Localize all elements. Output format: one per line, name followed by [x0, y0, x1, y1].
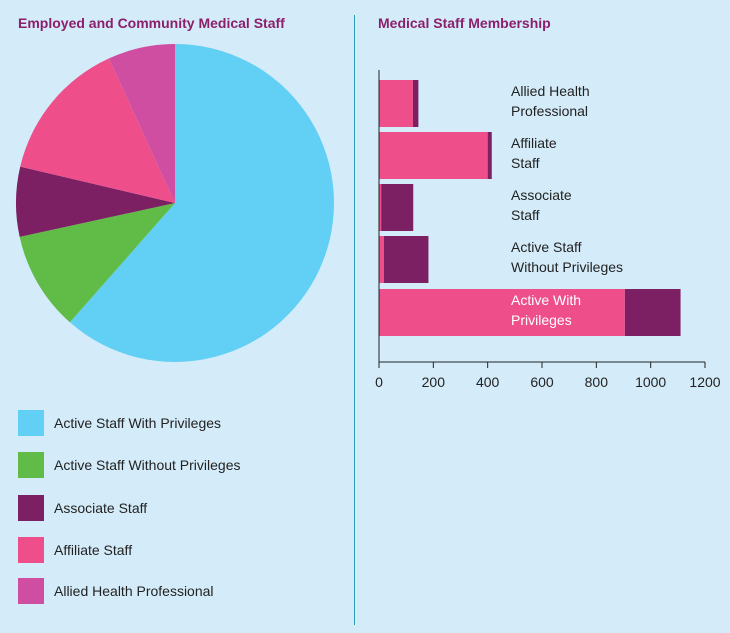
bar-segment-community: [381, 184, 414, 231]
legend-swatch: [18, 495, 44, 521]
legend-label: Active Staff Without Privileges: [54, 457, 241, 473]
pie-slice-active-without: [19, 203, 175, 323]
legend-label: Affiliate Staff: [54, 542, 133, 558]
legend-item-allied: Allied Health Professional: [18, 578, 338, 604]
bar-segment-employed: [379, 80, 413, 127]
bar-segment-employed: [379, 184, 382, 231]
bar-category-label: Associate Staff: [511, 187, 572, 223]
legend-item-active-with: Active Staff With Privileges: [18, 410, 338, 436]
legend-label: Allied Health Professional: [54, 583, 214, 599]
legend-item-affiliate: Affiliate Staff: [18, 537, 338, 563]
pie-slice-allied: [108, 44, 175, 203]
x-tick-label: 0: [375, 374, 383, 390]
x-tick-label: 1200: [689, 374, 720, 390]
bar-segment-employed: [379, 289, 625, 336]
bar-segment-employed: [379, 132, 488, 179]
legend-label: Active Staff With Privileges: [54, 415, 222, 431]
pie-chart-title: Employed and Community Medical Staff: [18, 15, 285, 31]
bar-category-label: Active Staff Without Privileges: [511, 239, 623, 275]
legend-item-active-without: Active Staff Without Privileges: [18, 452, 338, 478]
pie-slice-associate: [16, 166, 175, 237]
legend-swatch: [18, 578, 44, 604]
x-tick-label: 200: [422, 374, 446, 390]
x-tick-label: 600: [530, 374, 554, 390]
bar-segment-community: [412, 80, 419, 127]
bar-chart: Allied Health Professional Affiliate Staff A…: [375, 70, 721, 390]
legend-item-associate: Associate Staff: [18, 495, 338, 521]
legend-swatch: [18, 537, 44, 563]
pie-slice-active-with: [69, 44, 334, 363]
legend-label: Associate Staff: [54, 500, 148, 516]
x-tick-label: 800: [585, 374, 609, 390]
bar-segment-community: [383, 236, 429, 283]
pie-slice-affiliate: [20, 58, 176, 203]
bar-category-label: Allied Health Professional: [511, 83, 590, 119]
panel-divider: [354, 15, 355, 625]
x-tick-label: 400: [476, 374, 500, 390]
bar-segment-community: [487, 132, 492, 179]
bar-category-label: Active With Privileges: [511, 292, 581, 328]
legend-swatch: [18, 452, 44, 478]
pie-chart: [16, 44, 334, 363]
bar-category-label: Affiliate Staff: [511, 135, 557, 171]
x-tick-label: 1000: [635, 374, 666, 390]
bar-segment-employed: [379, 236, 384, 283]
bar-segment-community: [624, 289, 681, 336]
legend-swatch: [18, 410, 44, 436]
bar-chart-title: Medical Staff Membership: [378, 15, 551, 31]
